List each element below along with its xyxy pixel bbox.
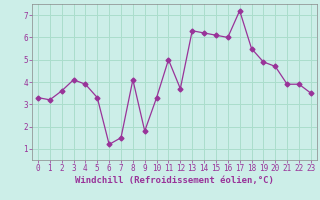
X-axis label: Windchill (Refroidissement éolien,°C): Windchill (Refroidissement éolien,°C) [75,176,274,185]
